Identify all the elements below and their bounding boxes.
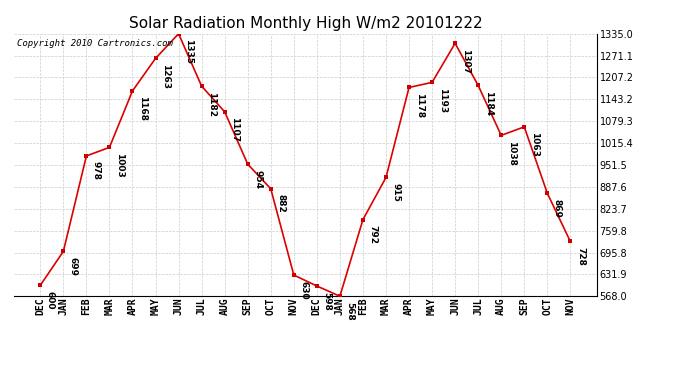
Text: 568: 568	[346, 302, 355, 321]
Text: 1003: 1003	[115, 153, 124, 178]
Text: 869: 869	[553, 199, 562, 217]
Text: 882: 882	[276, 194, 285, 213]
Text: 1307: 1307	[461, 49, 470, 74]
Text: 1168: 1168	[138, 96, 147, 122]
Text: 1107: 1107	[230, 117, 239, 142]
Text: 728: 728	[576, 247, 585, 266]
Title: Solar Radiation Monthly High W/m2 20101222: Solar Radiation Monthly High W/m2 201012…	[128, 16, 482, 31]
Text: 1263: 1263	[161, 64, 170, 89]
Text: 1038: 1038	[506, 141, 515, 166]
Text: 699: 699	[69, 257, 78, 276]
Text: 792: 792	[368, 225, 377, 244]
Text: 1178: 1178	[415, 93, 424, 118]
Text: 915: 915	[391, 183, 400, 202]
Text: 1182: 1182	[207, 92, 216, 117]
Text: Copyright 2010 Cartronics.com: Copyright 2010 Cartronics.com	[17, 39, 172, 48]
Text: 630: 630	[299, 280, 308, 299]
Text: 1063: 1063	[530, 132, 539, 157]
Text: 1184: 1184	[484, 91, 493, 116]
Text: 598: 598	[322, 291, 331, 310]
Text: 978: 978	[92, 162, 101, 180]
Text: 1193: 1193	[437, 88, 446, 113]
Text: 600: 600	[46, 291, 55, 309]
Text: 954: 954	[253, 170, 262, 189]
Text: 1335: 1335	[184, 39, 193, 64]
